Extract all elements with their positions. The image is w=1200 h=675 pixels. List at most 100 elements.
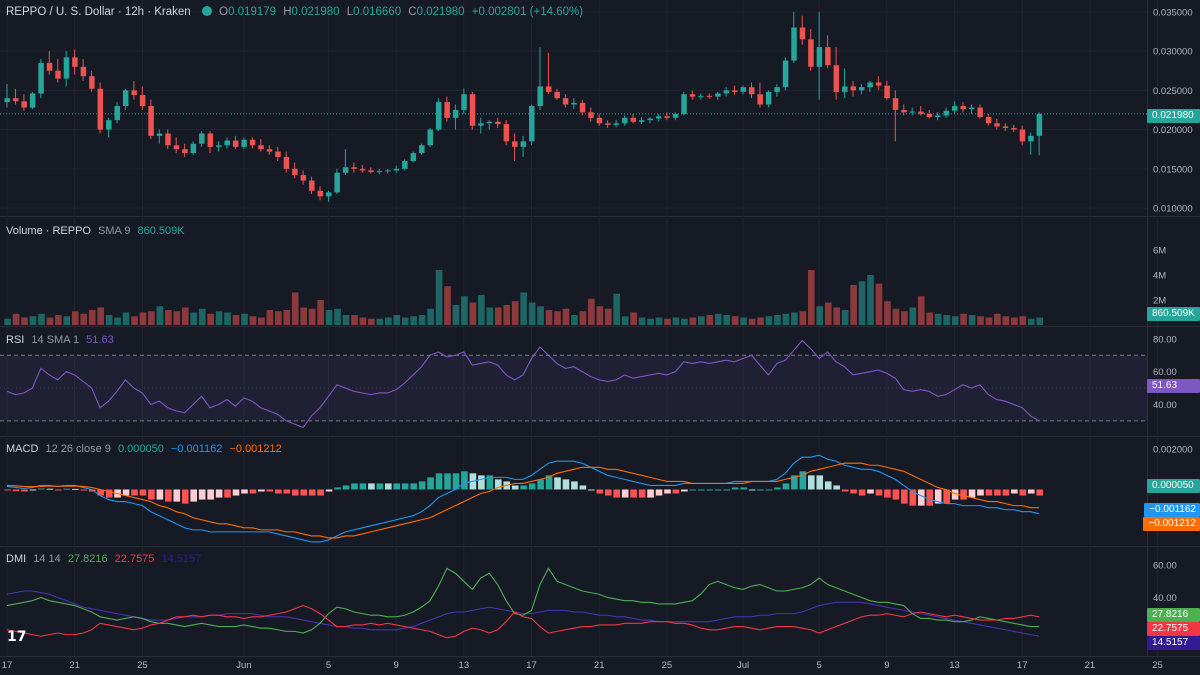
dmi-minus-value: 22.7575 — [114, 553, 155, 565]
volume-bar — [630, 312, 637, 325]
price-axis-tick: 0.025000 — [1153, 86, 1193, 97]
rsi-name[interactable]: RSI — [6, 334, 25, 346]
macd-histogram-bar — [393, 483, 401, 490]
macd-histogram-bar — [714, 489, 722, 491]
volume-bar — [165, 310, 172, 325]
candle-body — [537, 86, 543, 107]
close-value: 0.021980 — [416, 6, 465, 18]
volume-bar — [571, 315, 578, 325]
volume-bar — [444, 286, 451, 325]
candle-body — [875, 82, 882, 86]
candle-body — [351, 167, 357, 169]
candle-body — [139, 95, 146, 107]
volume-bar — [977, 316, 984, 325]
volume-bar — [207, 313, 214, 325]
dmi-plus-tag: 27.8216 — [1147, 608, 1200, 622]
candle-body — [689, 94, 696, 97]
volume-bar — [867, 275, 874, 325]
macd-histogram-bar — [630, 489, 637, 498]
volume-bar — [638, 317, 646, 325]
macd-name[interactable]: MACD — [6, 443, 39, 455]
candle-body — [867, 82, 873, 88]
candle-body — [799, 27, 806, 40]
rsi-line — [6, 339, 1040, 429]
macd-histogram-bar — [131, 489, 138, 496]
macd-histogram-bar — [486, 475, 494, 490]
macd-histogram-bar — [816, 475, 824, 490]
volume-bar — [63, 316, 71, 325]
candle-body — [148, 106, 154, 136]
macd-histogram-bar — [198, 489, 206, 500]
candle-body — [554, 91, 560, 99]
volume-bar — [731, 316, 739, 325]
candle-body — [791, 27, 797, 61]
candle-body — [165, 133, 171, 146]
volume-bar — [985, 317, 993, 325]
candle-body — [503, 124, 510, 142]
macd-histogram-bar — [291, 489, 299, 496]
macd-histogram-bar — [841, 489, 849, 492]
volume-name[interactable]: Volume · REPPO — [6, 225, 91, 237]
macd-histogram-bar — [334, 487, 341, 490]
macd-histogram-bar — [461, 471, 468, 490]
candle-body — [782, 60, 789, 88]
rsi-value: 51.63 — [86, 334, 114, 346]
candle-body — [478, 123, 484, 126]
macd-histogram-bar — [444, 473, 451, 490]
macd-histogram-bar — [181, 489, 189, 504]
volume-bar — [131, 316, 138, 325]
macd-legend: MACD 12 26 close 9 0.000050 −0.001162 −0… — [6, 443, 286, 455]
volume-bar — [452, 305, 460, 325]
volume-bar — [1036, 317, 1044, 325]
candle-body — [55, 70, 61, 79]
candle-body — [918, 111, 924, 114]
candle-body — [655, 116, 662, 119]
candle-body — [309, 180, 315, 191]
macd-histogram-bar — [156, 489, 164, 500]
candle-body — [1011, 128, 1017, 130]
candle-body — [1002, 126, 1009, 129]
tradingview-logo-icon[interactable]: 17 — [7, 629, 27, 645]
volume-bar — [21, 317, 28, 325]
volume-bar — [808, 270, 815, 325]
price-axis-tick: 0.030000 — [1153, 47, 1193, 58]
macd-histogram-bar — [562, 479, 570, 490]
dmi-name[interactable]: DMI — [6, 553, 27, 565]
candle-body — [833, 65, 840, 92]
macd-histogram-bar — [258, 489, 265, 492]
candle-body — [461, 94, 467, 110]
macd-histogram-bar — [740, 487, 747, 490]
x-axis-tick-label: 21 — [1085, 660, 1096, 671]
candle-body — [258, 145, 264, 150]
candle-body — [131, 90, 137, 96]
macd-histogram-bar — [596, 489, 604, 494]
volume-bar — [351, 315, 358, 325]
volume-bar — [469, 302, 477, 325]
candle-body — [156, 133, 163, 136]
candle-body — [850, 86, 856, 91]
macd-histogram-bar — [12, 489, 20, 492]
volume-bar — [968, 315, 976, 325]
volume-bar — [604, 308, 612, 325]
price-axis-tick: 0.035000 — [1153, 7, 1193, 18]
macd-histogram-bar — [672, 489, 680, 494]
macd-histogram-bar — [909, 489, 917, 506]
volume-sma: SMA 9 — [98, 225, 131, 237]
candle-body — [545, 86, 552, 92]
candle-body — [596, 117, 603, 124]
macd-signal-tag: −0.001212 — [1143, 517, 1200, 531]
volume-bar — [884, 301, 891, 325]
volume-bar — [494, 307, 502, 325]
rsi-axis-tick: 80.00 — [1153, 334, 1177, 345]
macd-histogram-bar — [232, 489, 240, 496]
volume-bar — [486, 307, 494, 325]
candle-body — [774, 87, 780, 92]
macd-histogram-bar — [892, 489, 900, 500]
symbol-title[interactable]: REPPO / U. S. Dollar · 12h · Kraken — [6, 6, 191, 18]
candle-body — [588, 112, 594, 118]
macd-histogram-bar — [266, 489, 274, 492]
macd-histogram-bar — [224, 489, 231, 498]
candle-body — [402, 160, 408, 169]
macd-histogram-bar — [359, 483, 367, 490]
